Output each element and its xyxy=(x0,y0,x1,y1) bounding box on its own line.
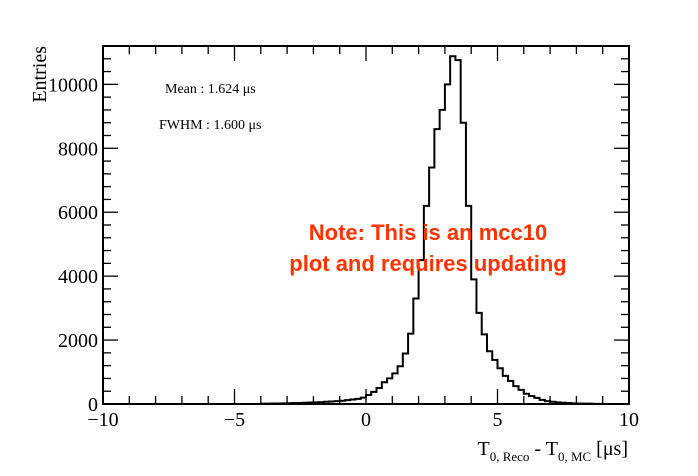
x-tick-label: −5 xyxy=(224,409,245,431)
x-axis-ticks: −10 −5 0 5 10 xyxy=(87,46,639,431)
note-line-2: plot and requires updating xyxy=(289,251,566,276)
y-tick-label: 6000 xyxy=(58,202,98,224)
y-tick-label: 4000 xyxy=(58,266,98,288)
mean-annotation: Mean : 1.624 μs xyxy=(165,82,256,97)
y-tick-label: 0 xyxy=(88,394,98,416)
x-tick-label: 0 xyxy=(361,409,371,431)
x-axis-label: T0, Reco - T0, MC [μs] xyxy=(477,438,628,464)
x-tick-label: 5 xyxy=(493,409,503,431)
y-tick-label: 2000 xyxy=(58,330,98,352)
y-tick-label: 10000 xyxy=(48,74,98,96)
histogram-line xyxy=(103,55,629,405)
x-tick-label: 10 xyxy=(619,409,639,431)
x-tick-label: −10 xyxy=(87,409,118,431)
y-axis-label: Entries xyxy=(29,46,51,103)
fwhm-annotation: FWHM : 1.600 μs xyxy=(159,118,261,133)
y-tick-label: 8000 xyxy=(58,138,98,160)
note-line-1: Note: This is an mcc10 xyxy=(309,220,547,245)
y-axis-ticks: 0 2000 4000 6000 8000 10000 xyxy=(48,45,629,416)
